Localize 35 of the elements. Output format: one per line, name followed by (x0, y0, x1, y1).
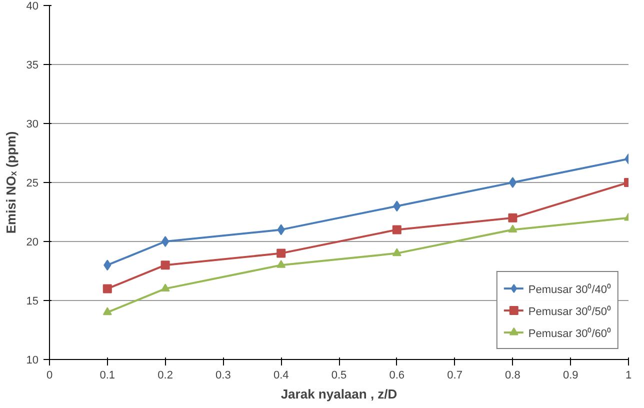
point (508, 224, 518, 233)
y-tick-label: 35 (26, 60, 39, 72)
y-axis-title: Emisi NOₓ (ppm) (3, 131, 18, 234)
y-tick-label: 20 (26, 236, 39, 248)
point (160, 260, 170, 270)
point (392, 248, 402, 256)
legend-label: Pemusar 30⁰/40⁰ (528, 282, 611, 296)
point (160, 284, 170, 292)
point (102, 284, 112, 294)
legend-label: Pemusar 30⁰/50⁰ (528, 304, 611, 318)
point (392, 225, 402, 234)
x-tick-label: 0.5 (331, 370, 347, 382)
x-axis-title: Jarak nyalaan , z/D (280, 386, 398, 402)
x-tick-label: 0.2 (158, 370, 173, 382)
x-tick-label: 0.8 (505, 370, 520, 382)
y-tick-label: 40 (26, 0, 39, 12)
x-tick-label: 0 (46, 370, 53, 382)
point (276, 248, 286, 258)
x-tick-label: 0.4 (273, 370, 289, 382)
x-tick-label: 1 (625, 370, 632, 382)
point (161, 236, 170, 247)
x-tick-label: 0.1 (100, 370, 116, 382)
y-tick-label: 10 (26, 354, 39, 366)
y-tick-label: 25 (26, 178, 39, 190)
point (276, 260, 286, 268)
x-tick-label: 0.7 (447, 370, 462, 382)
x-tick-label: 0.3 (216, 370, 231, 382)
point (102, 307, 112, 316)
x-tick-label: 0.9 (562, 370, 578, 382)
y-tick-label: 15 (26, 296, 39, 308)
point (508, 177, 517, 188)
x-tick-label: 0.6 (389, 370, 405, 382)
legend-label: Pemusar 30⁰/60⁰ (528, 326, 611, 340)
y-tick-label: 30 (26, 118, 39, 130)
point (508, 213, 518, 222)
